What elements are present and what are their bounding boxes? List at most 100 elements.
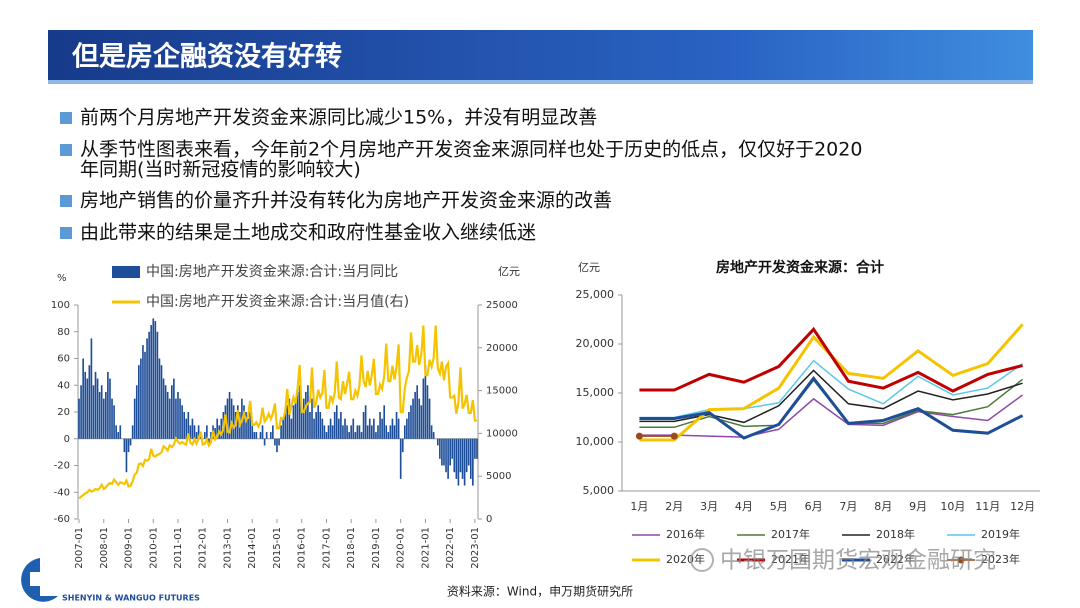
- y2-tick-label: 10000: [486, 428, 518, 439]
- bar: [94, 371, 97, 439]
- y2-tick-label: 20000: [486, 343, 518, 354]
- bar: [426, 385, 429, 439]
- x-tick-label: 2月: [665, 500, 683, 513]
- bar: [422, 378, 425, 439]
- y-axis-label: %: [57, 273, 67, 284]
- bar: [449, 438, 451, 466]
- bar: [368, 418, 371, 439]
- bar: [342, 425, 344, 439]
- bar: [389, 425, 392, 439]
- bar: [249, 412, 251, 439]
- x-tick-label: 12月: [1010, 500, 1035, 513]
- bar: [162, 378, 165, 439]
- bar: [220, 418, 223, 439]
- bar: [142, 345, 144, 439]
- bar: [150, 325, 153, 439]
- bullet-text: 由此带来的结果是土地成交和政府性基金收入继续低迷: [80, 222, 536, 244]
- bar: [253, 432, 256, 439]
- y-tick-label: 80: [57, 327, 70, 338]
- bar: [232, 405, 235, 439]
- header-stripe: [48, 80, 1033, 84]
- bar: [111, 398, 113, 439]
- logo-mark: [30, 572, 40, 586]
- y-tick-label: -40: [54, 487, 70, 498]
- bar: [408, 412, 410, 439]
- bar: [321, 418, 324, 439]
- bar: [158, 358, 161, 439]
- bar: [214, 428, 216, 439]
- y2-axis-label: 亿元: [498, 265, 520, 278]
- x-tick-label: 2023-01: [470, 527, 481, 569]
- bar: [424, 365, 427, 439]
- line: [78, 325, 477, 500]
- bar: [414, 391, 416, 439]
- y-tick-label: 20,000: [576, 337, 615, 350]
- bar: [305, 391, 307, 439]
- bar: [296, 391, 299, 439]
- y2-tick-label: 15000: [486, 386, 518, 397]
- bar: [391, 418, 394, 439]
- x-tick-label: 2010-01: [148, 527, 159, 569]
- bullet-text: 房地产销售的价量齐升并没有转化为房地产开发资金来源的改善: [80, 190, 612, 212]
- bar: [410, 405, 412, 439]
- bar: [323, 425, 326, 439]
- bar: [432, 432, 435, 439]
- bar: [168, 398, 171, 439]
- x-tick-label: 7月: [839, 500, 857, 513]
- bar: [123, 438, 126, 453]
- bar: [185, 418, 188, 439]
- bar: [105, 391, 107, 439]
- bar: [216, 418, 218, 439]
- bar: [401, 438, 404, 453]
- bar: [373, 418, 375, 439]
- source: 资料来源：Wind，申万期货研究所: [447, 584, 633, 599]
- bar: [447, 438, 449, 479]
- bar: [302, 398, 305, 439]
- legend-label: 2018年: [876, 527, 915, 541]
- bar: [364, 405, 367, 439]
- bar: [395, 412, 398, 439]
- bar: [445, 438, 447, 473]
- bullet-marker: [60, 195, 72, 207]
- bar: [255, 432, 258, 439]
- bar: [228, 391, 231, 439]
- bar: [119, 425, 122, 439]
- bar: [86, 378, 89, 439]
- bar: [356, 425, 359, 439]
- bar: [329, 418, 332, 439]
- bar: [138, 365, 140, 439]
- y2-tick-label: 0: [486, 514, 492, 525]
- bar: [197, 425, 200, 439]
- bar: [354, 432, 357, 439]
- legend-label: 2019年: [981, 527, 1020, 541]
- bar: [381, 418, 383, 439]
- bar: [362, 412, 365, 439]
- bar: [154, 321, 157, 439]
- bar: [340, 412, 342, 439]
- bar: [430, 425, 433, 439]
- bar: [288, 398, 291, 439]
- bar: [461, 438, 464, 479]
- bar: [476, 438, 478, 459]
- bar: [344, 418, 346, 439]
- legend-label: 中国:房地产开发资金来源:合计:当月同比: [146, 264, 398, 280]
- bar: [156, 331, 159, 439]
- bar: [259, 432, 262, 439]
- line: [639, 359, 1024, 419]
- bar: [280, 425, 282, 439]
- bar: [399, 438, 402, 479]
- bar: [284, 412, 287, 439]
- bar: [245, 412, 247, 439]
- y2-tick-label: 25000: [486, 300, 518, 311]
- bar: [129, 438, 132, 446]
- legend-label: 2023年: [981, 552, 1020, 566]
- x-tick-label: 2011-01: [173, 527, 184, 569]
- bar: [210, 432, 212, 439]
- x-tick-label: 6月: [805, 500, 823, 513]
- bar: [428, 398, 431, 439]
- logo: SHENYIN & WANGUO FUTURES: [21, 558, 200, 603]
- legend-swatch: [112, 266, 140, 278]
- bar: [146, 338, 148, 439]
- bar: [333, 412, 336, 439]
